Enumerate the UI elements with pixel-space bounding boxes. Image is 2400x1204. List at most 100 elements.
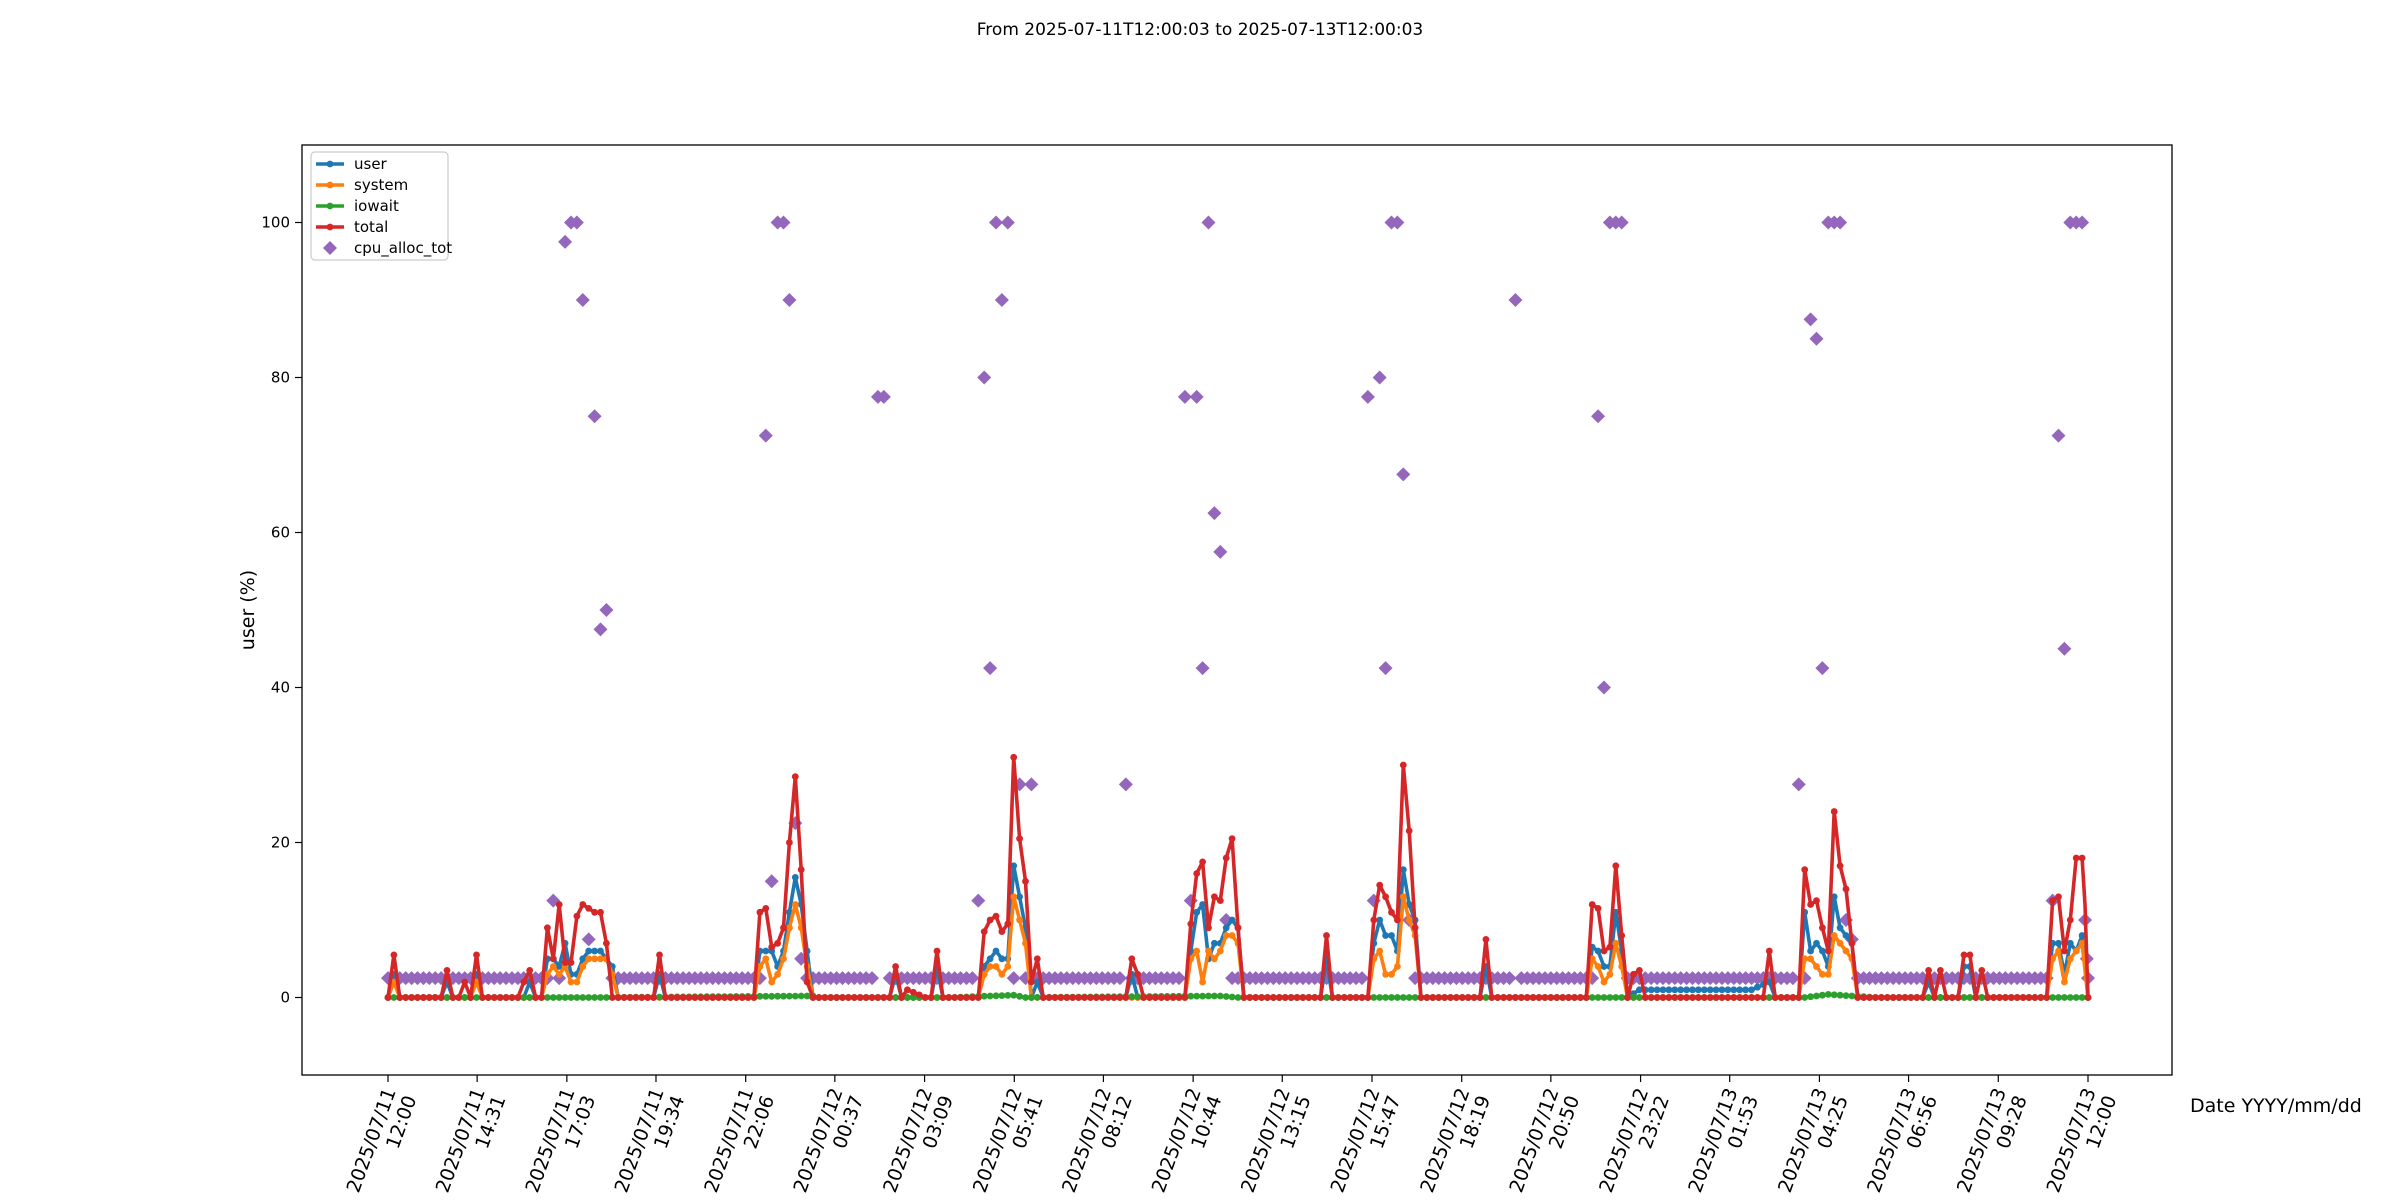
total-point bbox=[1488, 994, 1496, 1001]
total-point bbox=[1482, 936, 1490, 943]
iowait-point bbox=[1588, 994, 1596, 1001]
iowait-point bbox=[768, 992, 776, 1000]
iowait-point bbox=[1848, 992, 1856, 1000]
user-point bbox=[1677, 986, 1685, 994]
total-point bbox=[1152, 994, 1159, 1001]
user-point bbox=[1765, 978, 1773, 986]
total-point bbox=[1334, 994, 1342, 1001]
total-point bbox=[608, 994, 616, 1001]
system-point bbox=[1813, 963, 1820, 970]
total-point bbox=[384, 994, 392, 1001]
total-point bbox=[1205, 924, 1212, 932]
total-point bbox=[1907, 994, 1915, 1001]
cpu-alloc-point bbox=[764, 874, 779, 889]
total-point bbox=[420, 994, 427, 1001]
user-point bbox=[1819, 947, 1826, 955]
system-point bbox=[1594, 963, 1602, 970]
total-point bbox=[1423, 994, 1431, 1001]
system-point bbox=[544, 970, 551, 978]
cpu-alloc-point bbox=[1360, 389, 1375, 404]
total-point bbox=[2007, 994, 2015, 1001]
total-point bbox=[898, 994, 905, 1001]
user-point bbox=[1647, 986, 1655, 994]
system-point bbox=[2055, 947, 2062, 955]
total-point bbox=[969, 994, 976, 1001]
total-point bbox=[1264, 994, 1271, 1001]
iowait-point bbox=[904, 994, 911, 1001]
user-point bbox=[1594, 947, 1602, 955]
legend-box bbox=[310, 151, 449, 261]
total-point bbox=[939, 994, 947, 1001]
total-point bbox=[1984, 994, 1992, 1001]
total-point bbox=[603, 939, 610, 947]
total-point bbox=[1872, 994, 1879, 1001]
user-point bbox=[1683, 986, 1690, 994]
user-point bbox=[1211, 939, 1218, 947]
total-point bbox=[774, 939, 781, 947]
total-point bbox=[1352, 994, 1360, 1001]
total-point bbox=[827, 994, 835, 1001]
iowait-point bbox=[933, 994, 941, 1001]
iowait-point bbox=[1405, 994, 1413, 1001]
total-point bbox=[449, 994, 457, 1001]
total-point bbox=[1895, 994, 1903, 1001]
iowait-point bbox=[803, 992, 811, 1000]
cpu-alloc-point bbox=[983, 661, 998, 676]
total-point bbox=[644, 994, 652, 1001]
legend-item-system: system bbox=[316, 176, 408, 194]
total-point bbox=[691, 994, 699, 1001]
cpu-alloc-point bbox=[1171, 971, 1186, 986]
total-point bbox=[909, 988, 917, 996]
total-point bbox=[673, 994, 681, 1001]
total-point bbox=[1671, 994, 1679, 1001]
iowait-point bbox=[791, 992, 799, 1000]
system-point bbox=[1830, 932, 1838, 939]
iowait-point bbox=[1234, 994, 1242, 1001]
system-point bbox=[986, 963, 994, 970]
legend-marker bbox=[326, 202, 334, 210]
total-point bbox=[479, 994, 486, 1001]
system-point bbox=[1600, 978, 1608, 986]
y-axis-label: user (%) bbox=[237, 570, 259, 650]
iowait-point bbox=[549, 994, 557, 1001]
system-point bbox=[1836, 939, 1844, 947]
iowait-point bbox=[1600, 994, 1608, 1001]
total-point bbox=[2066, 916, 2074, 924]
iowait-point bbox=[1636, 994, 1643, 1001]
legend-label: cpu_alloc_tot bbox=[354, 239, 452, 258]
total-point bbox=[1942, 994, 1950, 1001]
total-point bbox=[656, 951, 663, 959]
iowait-point bbox=[892, 994, 899, 1001]
total-point bbox=[1051, 994, 1059, 1001]
system-point bbox=[1376, 947, 1384, 955]
total-point bbox=[1045, 994, 1053, 1001]
total-point bbox=[1878, 994, 1885, 1001]
total-point bbox=[1340, 994, 1348, 1001]
total-point bbox=[1211, 893, 1218, 901]
total-point bbox=[1140, 994, 1147, 1001]
iowait-point bbox=[520, 994, 528, 1001]
iowait-point bbox=[1937, 994, 1944, 1001]
iowait-point bbox=[1394, 994, 1401, 1001]
total-point bbox=[1382, 893, 1389, 901]
total-point bbox=[1582, 994, 1590, 1001]
total-point bbox=[1813, 897, 1820, 904]
total-point bbox=[1966, 951, 1974, 959]
system-point bbox=[1399, 893, 1407, 901]
total-point bbox=[1122, 994, 1130, 1001]
total-point bbox=[414, 994, 421, 1001]
total-point bbox=[1842, 885, 1850, 893]
iowait-point bbox=[461, 994, 469, 1001]
total-point bbox=[484, 994, 492, 1001]
legend-item-total: total bbox=[316, 218, 388, 236]
total-point bbox=[727, 994, 734, 1001]
total-point bbox=[1748, 994, 1755, 1001]
user-point bbox=[1754, 983, 1761, 991]
total-point bbox=[963, 994, 970, 1001]
user-point bbox=[1695, 986, 1702, 994]
iowait-point bbox=[1370, 994, 1378, 1001]
iowait-point bbox=[1382, 994, 1389, 1001]
total-point bbox=[1848, 939, 1856, 947]
total-point bbox=[679, 994, 687, 1001]
legend-label: system bbox=[354, 176, 408, 194]
